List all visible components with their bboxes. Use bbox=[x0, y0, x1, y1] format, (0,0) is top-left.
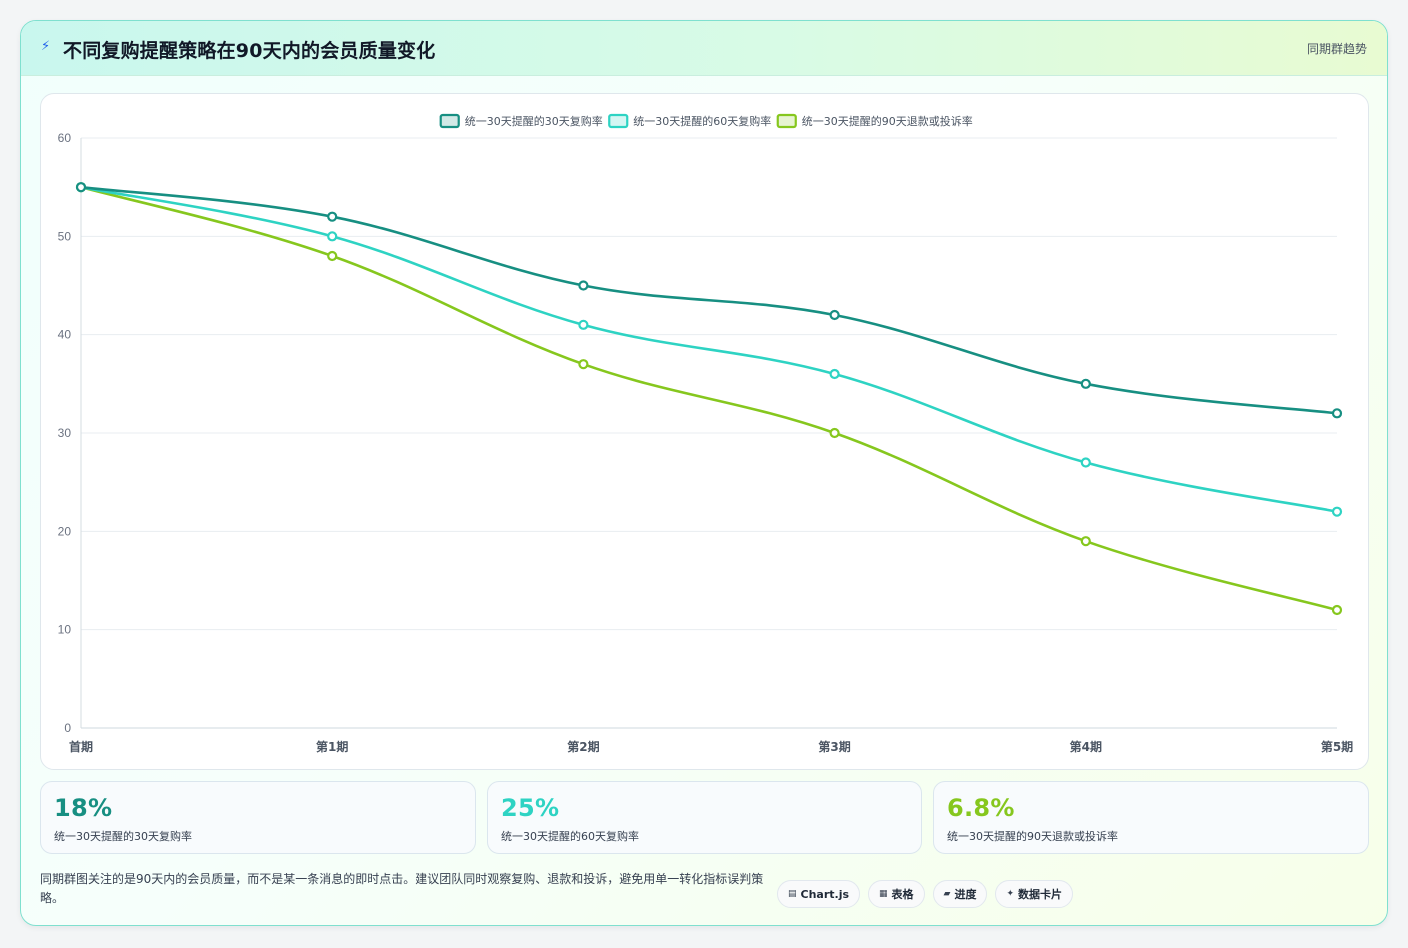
chip-chartjs[interactable]: ▤ Chart.js bbox=[777, 880, 861, 908]
legend-swatch bbox=[608, 113, 629, 129]
data-point bbox=[75, 182, 87, 193]
y-tick-label: 30 bbox=[58, 426, 72, 440]
stat-value: 25% bbox=[501, 794, 560, 822]
chip-label: 表格 bbox=[891, 888, 914, 901]
series-line bbox=[80, 185, 1338, 612]
data-point bbox=[1080, 378, 1091, 389]
sparkle-icon: ✦ bbox=[1006, 889, 1015, 899]
stat-label: 统一30天提醒的90天退款或投诉率 bbox=[947, 830, 1118, 843]
tech-chips: ▤ Chart.js ▦ 表格 ▰ 进度 ✦ 数据卡片 bbox=[777, 880, 1074, 908]
x-tick-label: 第5期 bbox=[1321, 739, 1353, 754]
chip-label: 进度 bbox=[954, 888, 977, 901]
lightning-icon: ⚡ bbox=[41, 39, 51, 54]
x-tick-label: 首期 bbox=[69, 739, 93, 754]
data-point bbox=[1080, 536, 1091, 547]
series-line bbox=[80, 185, 1338, 415]
legend-label: 统一30天提醒的30天复购率 bbox=[465, 114, 603, 128]
card-header: ⚡ 不同复购提醒策略在90天内的会员质量变化 同期群趋势 bbox=[21, 21, 1387, 76]
y-tick-label: 40 bbox=[58, 328, 72, 342]
chip-label: 数据卡片 bbox=[1018, 888, 1063, 901]
x-tick-label: 第3期 bbox=[818, 739, 850, 754]
stat-value: 18% bbox=[54, 794, 113, 822]
data-point bbox=[578, 280, 589, 291]
y-tick-label: 10 bbox=[58, 623, 72, 637]
data-point bbox=[327, 250, 338, 262]
legend-label: 统一30天提醒的90天退款或投诉率 bbox=[802, 114, 973, 128]
data-point bbox=[578, 319, 589, 330]
header-tag: 同期群趋势 bbox=[1306, 42, 1367, 56]
stat-card-1: 18% 统一30天提醒的30天复购率 bbox=[40, 781, 476, 854]
note-text: 同期群图关注的是90天内的会员质量，而不是某一条消息的即时点击。建议团队同时观察… bbox=[40, 872, 764, 905]
data-point bbox=[1331, 408, 1343, 419]
stat-card-3: 6.8% 统一30天提醒的90天退款或投诉率 bbox=[933, 781, 1369, 854]
data-point bbox=[327, 231, 338, 242]
data-point bbox=[829, 368, 840, 380]
data-point bbox=[829, 309, 840, 321]
x-tick-label: 第1期 bbox=[316, 739, 348, 754]
y-tick-label: 50 bbox=[58, 229, 72, 243]
progress-icon: ▰ bbox=[943, 889, 951, 899]
table-icon: ▦ bbox=[879, 889, 888, 899]
chip-data-card[interactable]: ✦ 数据卡片 bbox=[995, 880, 1074, 908]
chip-table[interactable]: ▦ 表格 bbox=[868, 880, 925, 908]
stat-label: 统一30天提醒的30天复购率 bbox=[54, 830, 192, 843]
y-tick-label: 60 bbox=[58, 131, 72, 145]
legend-swatch bbox=[439, 113, 460, 129]
chip-label: Chart.js bbox=[800, 887, 850, 901]
line-chart: 0 10 20 30 40 50 60 首期 第1期 第2期 第3期 第4期 第5期 统一30天提醒的30… bbox=[58, 113, 1353, 754]
data-point bbox=[1080, 457, 1091, 468]
page-title: 不同复购提醒策略在90天内的会员质量变化 bbox=[63, 40, 436, 62]
cohort-card: ⚡ 不同复购提醒策略在90天内的会员质量变化 同期群趋势 0 10 20 30 40 50… bbox=[20, 20, 1388, 926]
x-tick-label: 第4期 bbox=[1070, 739, 1102, 754]
legend-swatch bbox=[776, 113, 797, 129]
data-point bbox=[327, 211, 338, 222]
chart-icon: ▤ bbox=[788, 889, 797, 899]
stat-label: 统一30天提醒的60天复购率 bbox=[501, 830, 639, 843]
data-point bbox=[578, 359, 589, 370]
y-tick-label: 20 bbox=[58, 524, 72, 538]
data-point bbox=[1331, 604, 1343, 616]
y-tick-label: 0 bbox=[64, 721, 71, 735]
stat-value: 6.8% bbox=[947, 794, 1015, 822]
chip-progress[interactable]: ▰ 进度 bbox=[932, 880, 988, 908]
stat-card-2: 25% 统一30天提醒的60天复购率 bbox=[487, 781, 922, 854]
x-tick-label: 第2期 bbox=[567, 739, 599, 754]
data-point bbox=[829, 427, 840, 439]
chart-panel: 0 10 20 30 40 50 60 首期 第1期 第2期 第3期 第4期 第5期 统一30天提醒的30… bbox=[40, 93, 1369, 770]
data-point bbox=[1331, 506, 1343, 517]
series-line bbox=[80, 185, 1338, 513]
legend-label: 统一30天提醒的60天复购率 bbox=[633, 114, 771, 128]
